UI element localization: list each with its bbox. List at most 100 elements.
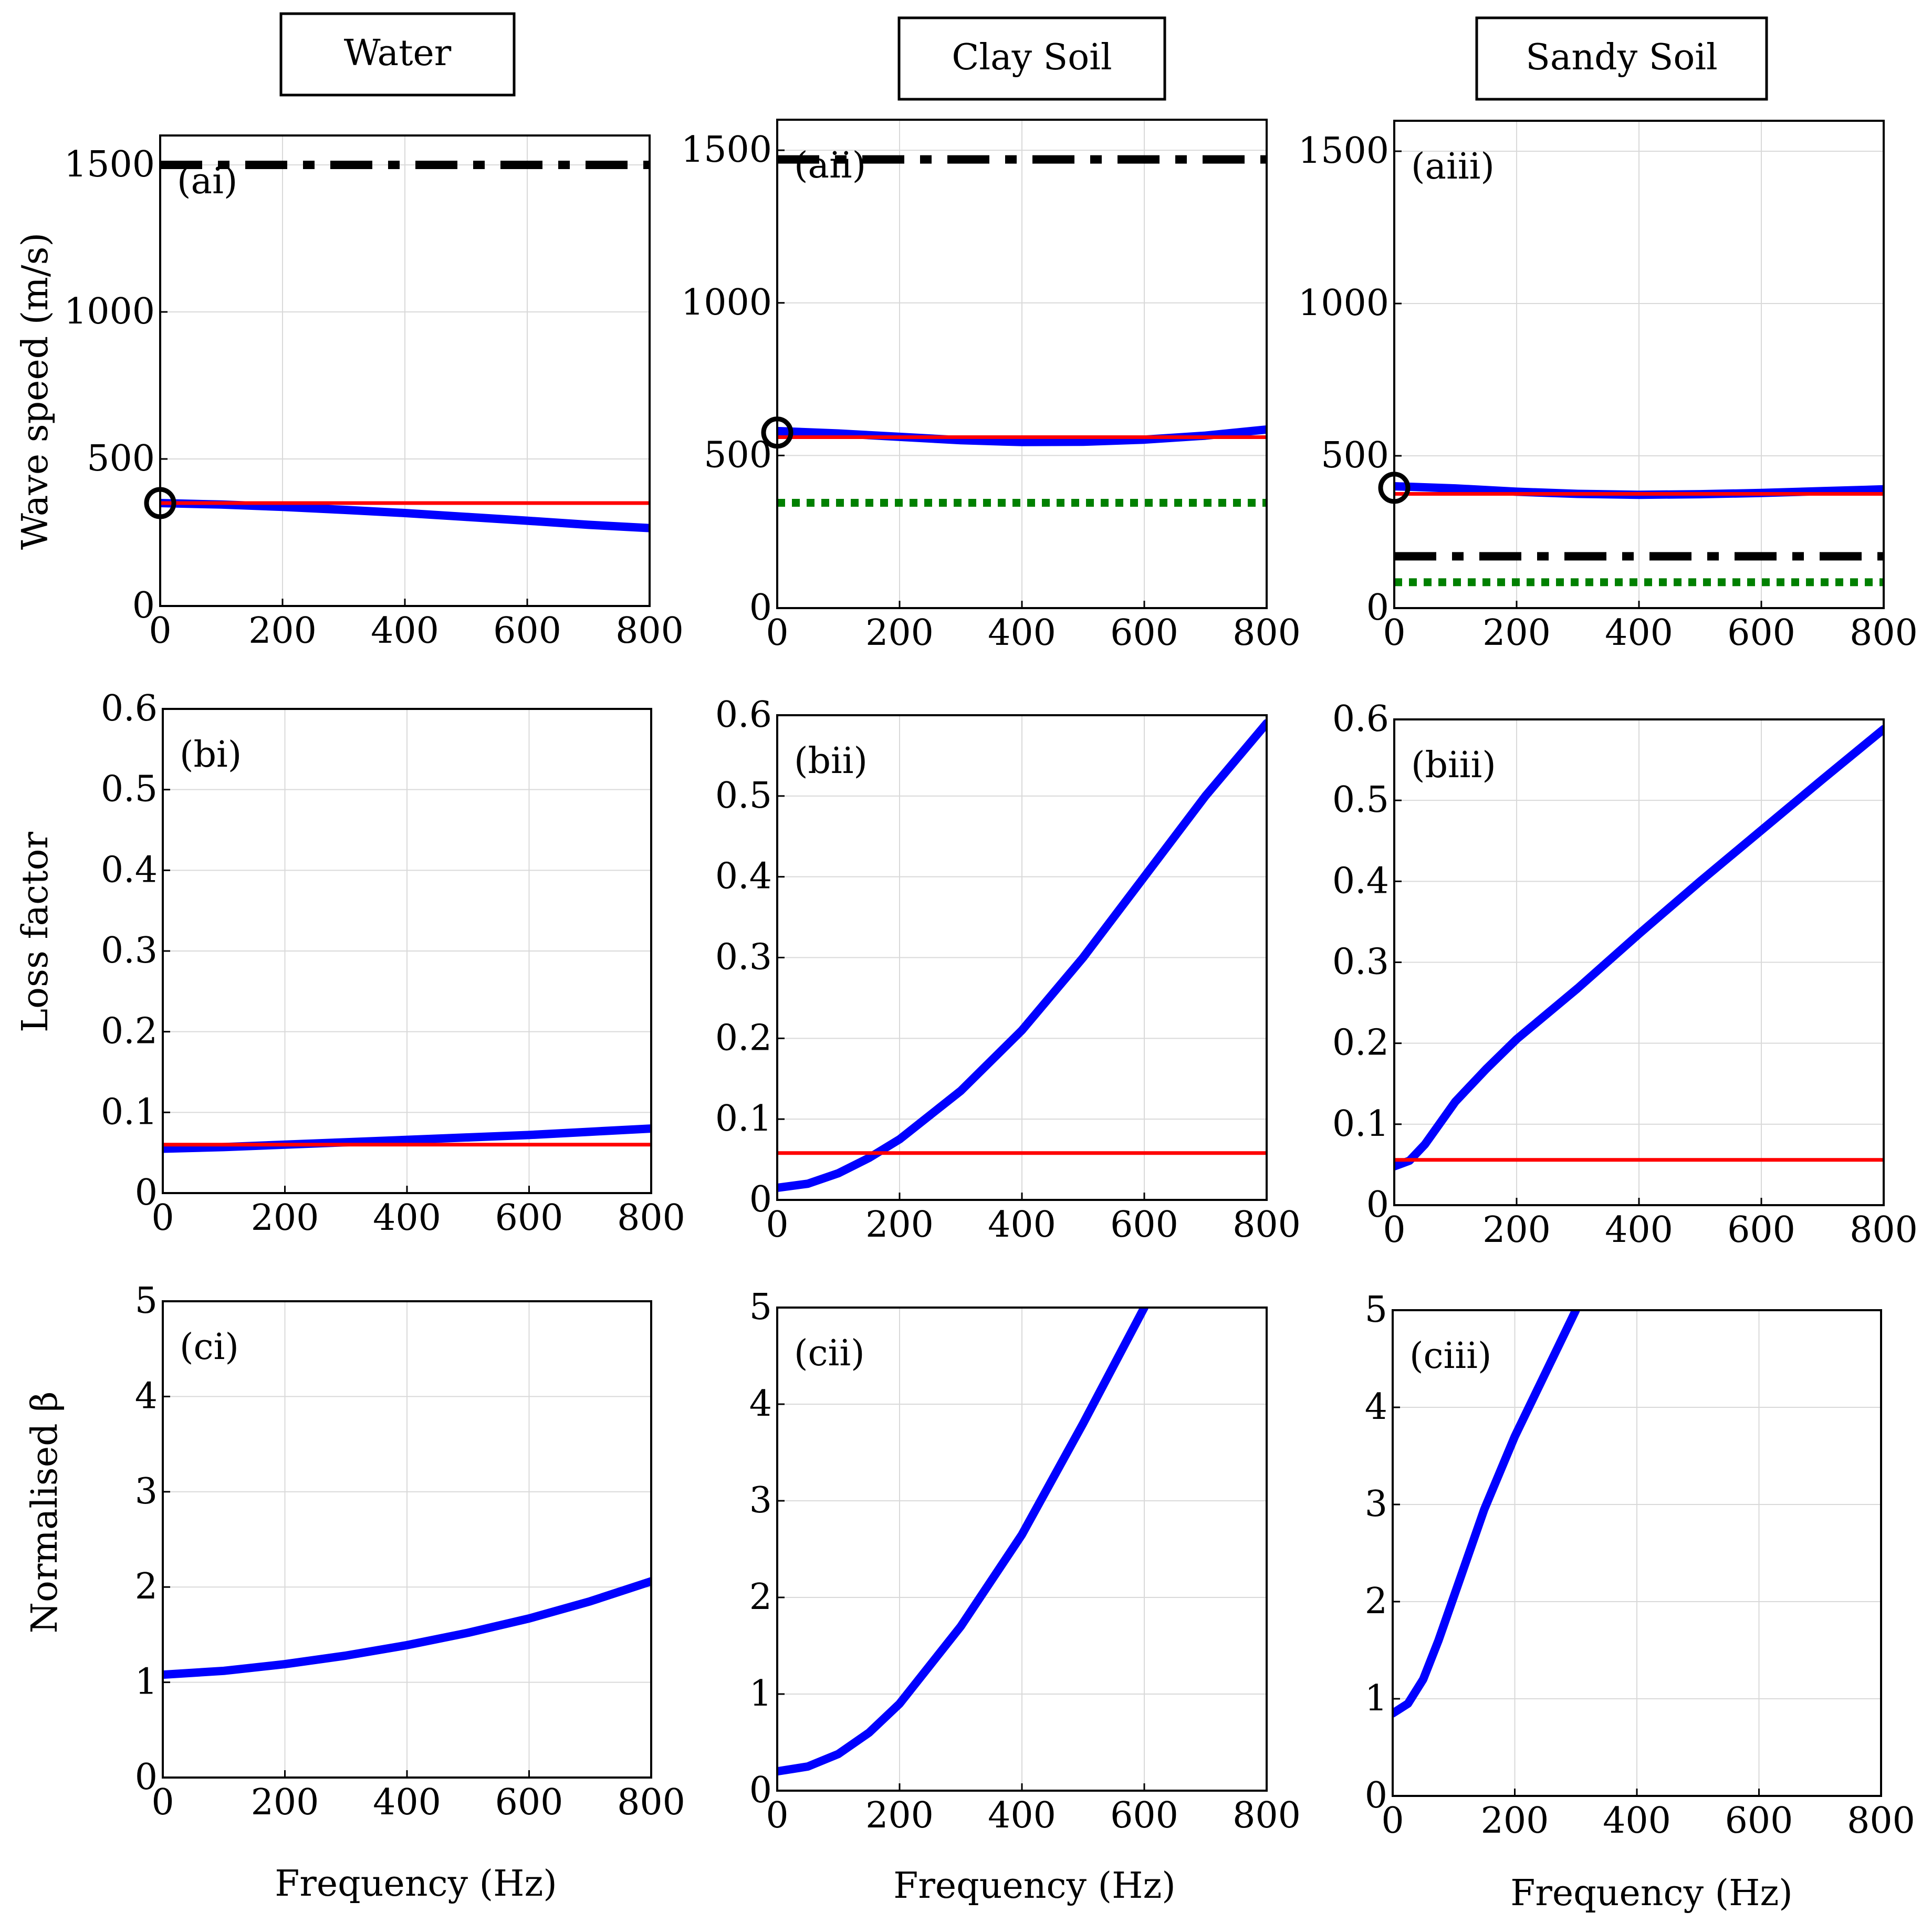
panel-label: (aiii)	[1411, 146, 1495, 187]
y-tick-label: 0.5	[101, 769, 158, 810]
x-tick-label: 600	[1727, 1209, 1795, 1251]
series-blue-line	[163, 1577, 651, 1679]
x-tick-label: 600	[495, 1782, 563, 1823]
x-tick-label: 0	[766, 612, 788, 654]
column-title-clay-soil: Clay Soil	[952, 37, 1112, 78]
x-tick-label: 400	[988, 1795, 1056, 1836]
y-tick-label: 2	[749, 1576, 772, 1618]
panel-label: (ciii)	[1409, 1335, 1491, 1377]
x-tick-label: 800	[617, 1197, 685, 1239]
x-tick-label: 400	[371, 610, 439, 652]
y-tick-label: 0.1	[101, 1091, 158, 1133]
x-tick-label: 200	[251, 1782, 319, 1823]
y-tick-label: 4	[135, 1375, 158, 1417]
y-tick-label: 0.2	[715, 1017, 772, 1059]
y-tick-label: 1	[749, 1673, 772, 1715]
x-tick-label: 600	[1110, 1204, 1178, 1246]
series-group	[777, 719, 1267, 1192]
x-tick-label: 400	[373, 1782, 441, 1823]
panel-biii: 0 200 400 600 800 0 0.1 0.2 0.3 0.4 0.5 0.6 (biii)	[1332, 698, 1918, 1251]
panel-bii: 0 200 400 600 800 0 0.1 0.2 0.3 0.4 0.5 0.6 (bii)	[715, 694, 1301, 1246]
y-tick-label: 0.1	[715, 1098, 772, 1140]
panel-bi: 0 200 400 600 800 0 0.1 0.2 0.3 0.4 0.5 0.6 (bi)	[101, 688, 685, 1239]
y-tick-label: 0	[749, 587, 772, 629]
x-tick-label: 800	[1233, 1204, 1301, 1246]
y-tick-label: 1500	[1298, 130, 1389, 172]
y-tick-label: 0.5	[1332, 779, 1389, 821]
y-tick-label: 1	[135, 1661, 158, 1703]
panel-label: (ai)	[177, 161, 237, 202]
x-tick-label: 400	[1605, 612, 1673, 654]
x-tick-label: 600	[1727, 612, 1795, 654]
x-tick-label: 800	[617, 1782, 685, 1823]
y-tick-label: 5	[749, 1287, 772, 1328]
x-tick-label: 800	[1850, 612, 1918, 654]
y-tick-label: 0.3	[715, 937, 772, 978]
panel-label: (cii)	[794, 1333, 865, 1374]
x-tick-label: 200	[865, 612, 934, 654]
x-axis-title-clay-soil: Frequency (Hz)	[893, 1865, 1176, 1907]
series-group	[163, 1124, 651, 1153]
x-tick-label: 200	[248, 610, 317, 652]
y-tick-label: 3	[135, 1471, 158, 1512]
panel-label: (ci)	[180, 1326, 239, 1368]
x-tick-label: 400	[988, 1204, 1056, 1246]
column-header-water: Water	[279, 12, 516, 97]
x-tick-label: 200	[1482, 612, 1551, 654]
series-blue-line	[777, 719, 1267, 1192]
y-tick-label: 0	[132, 585, 155, 626]
x-tick-label: 800	[1847, 1800, 1915, 1842]
series-blue-line	[1393, 1310, 1580, 1718]
x-tick-label: 200	[1481, 1800, 1549, 1842]
x-tick-label: 600	[495, 1197, 563, 1239]
x-tick-label: 200	[1482, 1209, 1551, 1251]
x-tick-label: 400	[1603, 1800, 1671, 1842]
y-tick-label: 0.4	[1332, 860, 1389, 902]
x-tick-label: 600	[1110, 612, 1178, 654]
panel-ci: 0 200 400 600 800 0 1 2 3 4 5 (ci)	[135, 1280, 685, 1823]
x-tick-label: 400	[1605, 1209, 1673, 1251]
y-tick-label: 0	[135, 1172, 158, 1214]
x-tick-label: 800	[1233, 612, 1301, 654]
x-tick-label: 800	[1850, 1209, 1918, 1251]
series-group	[160, 161, 650, 532]
y-tick-label: 0.2	[1332, 1022, 1389, 1064]
row-label-wave-speed: Wave speed (m/s)	[15, 233, 56, 550]
x-tick-label: 600	[1725, 1800, 1793, 1842]
panel-label: (aii)	[794, 145, 866, 186]
x-tick-label: 0	[151, 1782, 174, 1823]
panel-aii: 0 200 400 600 800 0 500 1000 1500 (aii)	[681, 119, 1301, 654]
panel-label: (biii)	[1411, 745, 1496, 786]
y-tick-label: 0	[135, 1757, 158, 1798]
y-tick-label: 3	[749, 1480, 772, 1521]
y-tick-label: 0.3	[1332, 942, 1389, 983]
column-header-sandy-soil: Sandy Soil	[1475, 16, 1768, 101]
panel-label: (bi)	[180, 734, 242, 776]
x-tick-label: 0	[149, 610, 171, 652]
y-tick-label: 0	[1366, 587, 1389, 629]
y-tick-label: 1000	[1298, 283, 1389, 324]
x-tick-label: 600	[493, 610, 561, 652]
x-tick-label: 200	[251, 1197, 319, 1239]
x-axis-title-water: Frequency (Hz)	[275, 1863, 557, 1905]
y-tick-label: 3	[1365, 1483, 1387, 1525]
series-blue-line	[160, 499, 650, 532]
y-tick-label: 0.5	[715, 775, 772, 817]
y-tick-label: 2	[1365, 1581, 1387, 1622]
y-tick-label: 5	[135, 1280, 158, 1322]
panel-label: (bii)	[794, 740, 868, 782]
y-tick-label: 500	[704, 434, 772, 476]
x-tick-label: 0	[151, 1197, 174, 1239]
x-tick-label: 0	[766, 1204, 788, 1246]
y-tick-label: 1000	[681, 282, 772, 323]
series-blue-line	[777, 1308, 1148, 1776]
y-tick-label: 1	[1365, 1678, 1387, 1719]
series-group	[1394, 725, 1884, 1170]
x-tick-label: 400	[373, 1197, 441, 1239]
y-tick-label: 0	[749, 1770, 772, 1811]
y-tick-label: 0.6	[1332, 698, 1389, 740]
series-group	[1393, 1310, 1580, 1718]
y-tick-label: 4	[749, 1383, 772, 1425]
panel-cii: 0 200 400 600 800 0 1 2 3 4 5 (cii)	[749, 1287, 1301, 1836]
